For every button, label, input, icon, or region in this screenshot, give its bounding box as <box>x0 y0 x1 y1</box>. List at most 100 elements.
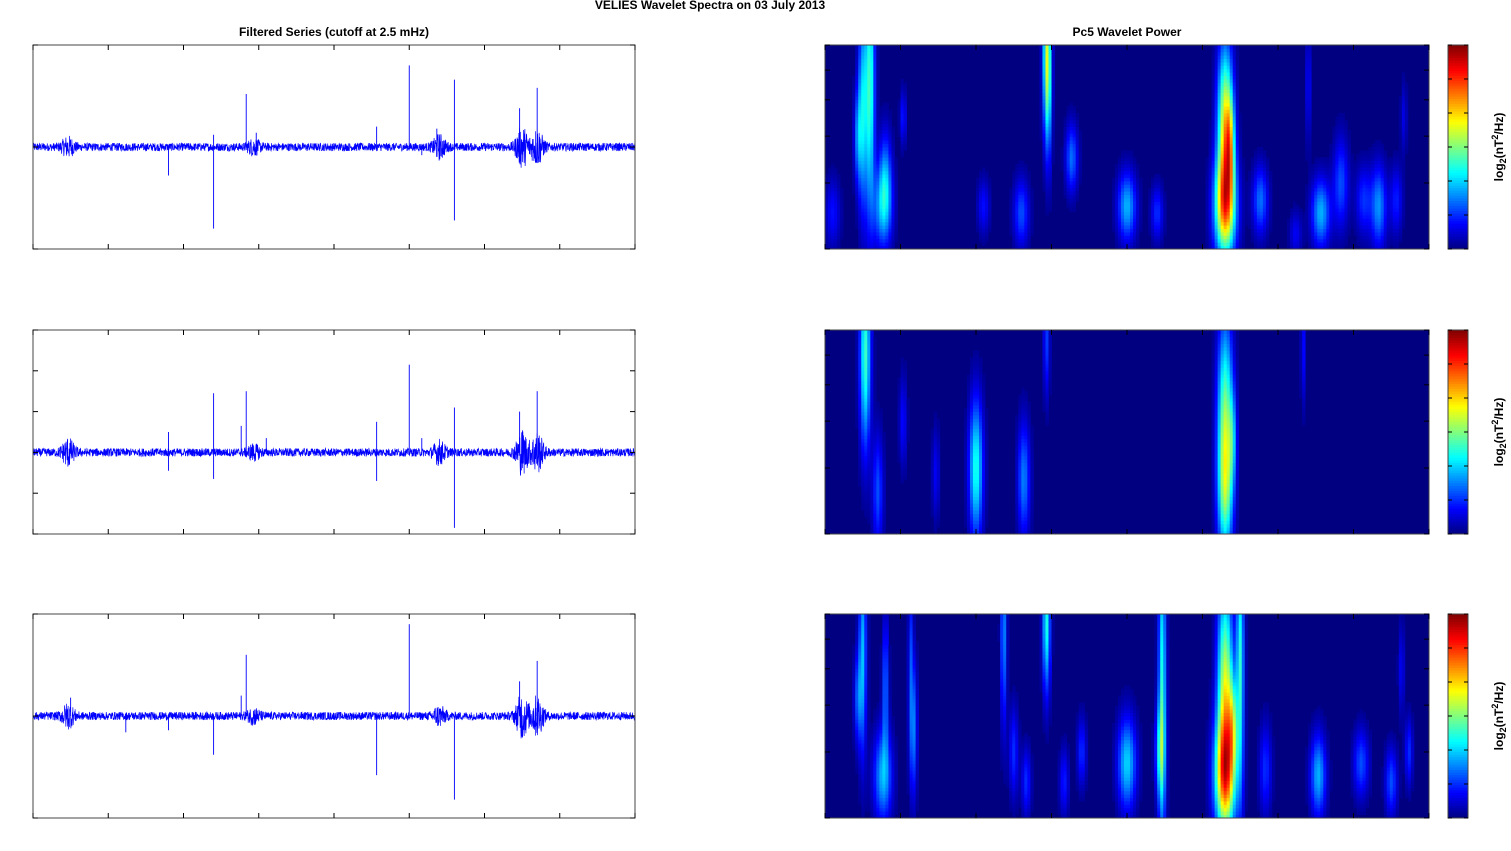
heatmap-cell <box>1392 164 1397 168</box>
heatmap-cell <box>1018 225 1022 229</box>
heatmap-cell <box>1214 140 1218 144</box>
heatmap-cell <box>1127 232 1131 236</box>
heatmap-cell <box>1287 225 1291 229</box>
heatmap-cell <box>1229 157 1234 161</box>
heatmap-cell <box>897 126 901 131</box>
heatmap-cell <box>1398 130 1403 134</box>
heatmap-cell <box>1368 204 1373 209</box>
heatmap-cell <box>1012 187 1016 192</box>
heatmap-cell <box>1226 198 1231 202</box>
heatmap-cell <box>864 79 868 83</box>
heatmap-cell <box>1220 72 1225 76</box>
heatmap-cell <box>1265 170 1270 175</box>
heatmap-cell <box>1229 126 1234 131</box>
heatmap-cell <box>1114 204 1119 209</box>
heatmap-cell <box>982 191 986 195</box>
heatmap-cell <box>1127 177 1131 182</box>
heatmap-cell <box>1256 201 1261 206</box>
heatmap-cell <box>864 228 868 233</box>
heatmap-cell <box>1211 517 1215 521</box>
heatmap-cell <box>1123 238 1128 243</box>
heatmap-cell <box>1214 218 1218 223</box>
heatmap-cell <box>1012 215 1016 219</box>
heatmap-cell <box>870 136 874 141</box>
heatmap-cell <box>1338 211 1342 216</box>
heatmap-cell <box>1244 215 1249 219</box>
heatmap-cell <box>1377 225 1382 229</box>
heatmap-cell <box>1148 211 1152 216</box>
heatmap-cell <box>1015 211 1019 216</box>
heatmap-cell <box>894 184 898 189</box>
heatmap-cell <box>879 493 883 497</box>
heatmap-cell <box>1214 208 1218 212</box>
heatmap-cell <box>1045 153 1049 158</box>
heatmap-cell <box>1069 167 1074 172</box>
heatmap-cell <box>1365 215 1369 219</box>
heatmap-cell <box>876 82 880 87</box>
colorbar-step <box>1448 144 1468 148</box>
heatmap-cell <box>1123 157 1128 161</box>
heatmap-cell <box>1347 147 1351 151</box>
heatmap-cell <box>1247 194 1252 199</box>
heatmap-cell <box>1320 174 1324 178</box>
heatmap-cell <box>1024 174 1028 178</box>
heatmap-cell <box>1265 221 1270 226</box>
heatmap-cell <box>1217 45 1222 49</box>
heatmap-cell <box>1226 235 1231 240</box>
heatmap-cell <box>1205 177 1209 182</box>
heatmap-cell <box>1314 157 1318 161</box>
heatmap-cell <box>864 187 868 192</box>
heatmap-cell <box>1323 208 1327 212</box>
heatmap-cell <box>1329 143 1333 148</box>
heatmap-cell <box>825 215 829 219</box>
heatmap-cell <box>1256 147 1261 151</box>
heatmap-cell <box>1344 143 1348 148</box>
heatmap-cell <box>1223 232 1228 236</box>
heatmap-cell <box>1380 245 1385 250</box>
colorbar-step <box>1448 73 1468 76</box>
heatmap-cell <box>873 113 877 117</box>
heatmap-cell <box>1217 157 1222 161</box>
heatmap-cell <box>1232 102 1237 107</box>
heatmap-cell <box>867 466 871 470</box>
heatmap-cell <box>876 133 880 138</box>
heatmap-cell <box>982 476 986 480</box>
heatmap-cell <box>1320 242 1324 246</box>
heatmap-cell <box>936 500 941 504</box>
heatmap-cell <box>1229 48 1234 53</box>
heatmap-cell <box>1223 72 1228 76</box>
heatmap-cell <box>1338 126 1342 131</box>
heatmap-cell <box>1377 160 1382 165</box>
heatmap-cell <box>1323 194 1327 199</box>
heatmap-cell <box>966 476 971 480</box>
heatmap-cell <box>1374 187 1379 192</box>
heatmap-cell <box>864 513 868 518</box>
heatmap-cell <box>1308 92 1312 97</box>
heatmap-cell <box>900 466 904 470</box>
heatmap-cell <box>985 208 989 212</box>
heatmap-cell <box>1389 221 1394 226</box>
heatmap-cell <box>1223 506 1228 511</box>
heatmap-cell <box>1069 191 1074 195</box>
heatmap-cell <box>1024 228 1028 233</box>
heatmap-cell <box>864 106 868 110</box>
heatmap-cell <box>1335 211 1339 216</box>
heatmap-cell <box>867 55 871 59</box>
heatmap-cell <box>1377 215 1382 219</box>
heatmap-cell <box>1226 245 1231 250</box>
heatmap-cell <box>936 506 941 511</box>
heatmap-cell <box>930 513 935 518</box>
heatmap-cell <box>1223 65 1228 70</box>
heatmap-cell <box>1063 167 1067 172</box>
heatmap-cell <box>1154 174 1158 178</box>
heatmap-cell <box>858 133 862 138</box>
heatmap-cell <box>864 157 868 161</box>
heatmap-cell <box>1401 198 1406 202</box>
heatmap-cell <box>1136 242 1140 246</box>
heatmap-cell <box>1235 51 1240 56</box>
heatmap-cell <box>876 96 880 100</box>
heatmap-cell <box>855 140 859 144</box>
heatmap-cell <box>1392 184 1397 189</box>
heatmap-cell <box>1359 218 1363 223</box>
heatmap-cell <box>825 194 829 199</box>
